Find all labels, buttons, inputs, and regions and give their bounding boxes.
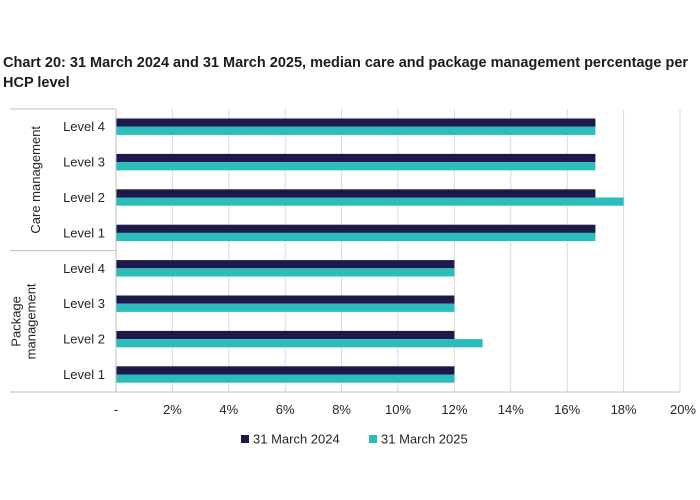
category-label: Level 2 [63, 332, 105, 347]
x-tick-label: 6% [276, 402, 295, 417]
legend-label: 31 March 2024 [253, 432, 340, 447]
category-label: Level 3 [63, 155, 105, 170]
x-tick-label: 16% [554, 402, 580, 417]
x-tick-label: 12% [441, 402, 467, 417]
category-label: Level 2 [63, 190, 105, 205]
bar-2025 [116, 162, 596, 171]
x-tick-label: 8% [332, 402, 351, 417]
x-tick-label: 18% [611, 402, 637, 417]
group-label: Care management [28, 126, 43, 234]
x-tick-label: - [114, 402, 118, 417]
bar-2024 [116, 189, 596, 198]
bar-2024 [116, 153, 596, 163]
legend-label: 31 March 2025 [381, 432, 468, 447]
bar-2025 [116, 197, 624, 206]
group-label: management [24, 283, 39, 359]
x-tick-label: 10% [385, 402, 411, 417]
category-label: Level 1 [63, 225, 105, 240]
bar-2025 [116, 268, 455, 277]
bar-2024 [116, 330, 455, 340]
bar-2024 [116, 260, 455, 269]
legend-swatch [369, 435, 377, 443]
category-label: Level 3 [63, 296, 105, 311]
bar-2025 [116, 303, 455, 312]
bar-2024 [116, 366, 455, 375]
group-label: Package [9, 296, 24, 347]
legend-swatch [241, 435, 249, 443]
bar-2025 [116, 232, 596, 242]
bar-2025 [116, 339, 483, 348]
chart-title: Chart 20: 31 March 2024 and 31 March 202… [3, 55, 689, 91]
category-label: Level 4 [63, 119, 105, 134]
bar-2025 [116, 374, 455, 383]
x-tick-label: 4% [219, 402, 238, 417]
x-tick-label: 20% [670, 402, 696, 417]
bar-2024 [116, 118, 596, 127]
x-tick-label: 14% [498, 402, 524, 417]
category-label: Level 4 [63, 261, 105, 276]
bar-2025 [116, 126, 596, 135]
bar-2024 [116, 295, 455, 304]
bar-2024 [116, 224, 596, 233]
x-tick-label: 2% [163, 402, 182, 417]
category-label: Level 1 [63, 367, 105, 382]
